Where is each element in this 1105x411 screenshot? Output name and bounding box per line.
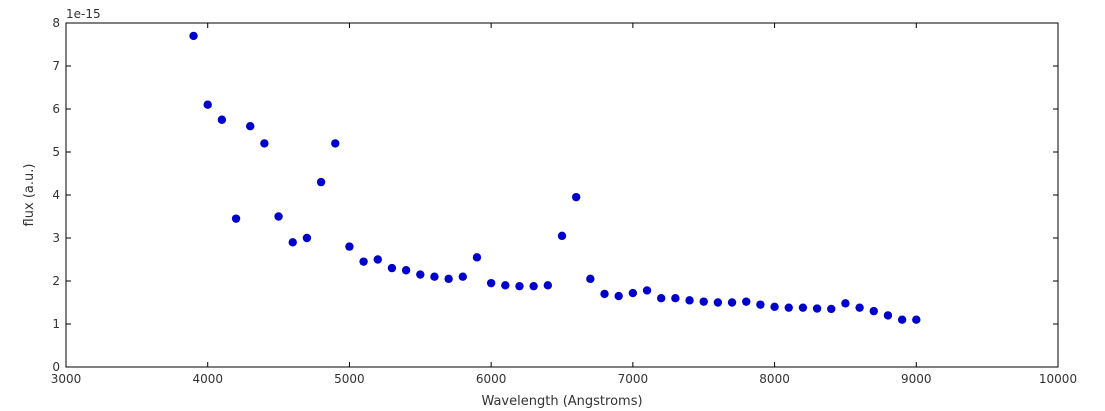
data-point: [444, 274, 453, 284]
data-point: [458, 272, 467, 281]
y-tick-label: 1: [52, 317, 60, 331]
plot-frame: [65, 22, 1059, 368]
data-point: [515, 281, 524, 291]
data-point: [912, 315, 921, 324]
data-point: [586, 274, 595, 284]
data-point: [387, 263, 397, 273]
data-point: [373, 255, 382, 264]
data-point: [274, 212, 283, 221]
y-axis-ticks: 0 1 2 3 4 5 6 7 8: [52, 16, 1058, 374]
x-tick-label: 10000: [1039, 372, 1077, 386]
data-point: [529, 281, 538, 291]
data-points: [189, 31, 921, 324]
x-tick-label: 3000: [51, 372, 82, 386]
data-point: [345, 242, 354, 251]
data-point: [189, 31, 198, 41]
data-point: [231, 214, 241, 223]
y-axis-label: flux (a.u.): [22, 164, 37, 227]
data-point: [897, 315, 907, 324]
data-point: [302, 233, 312, 243]
data-point: [416, 270, 425, 279]
data-point: [472, 253, 482, 262]
x-tick-label: 4000: [192, 372, 223, 386]
data-point: [727, 298, 737, 307]
data-point: [614, 291, 623, 301]
x-tick-label: 7000: [618, 372, 649, 386]
y-tick-label: 4: [52, 188, 60, 202]
y-tick-label: 6: [52, 102, 60, 116]
data-point: [671, 294, 680, 303]
y-tick-label: 2: [52, 274, 60, 288]
data-point: [359, 257, 368, 266]
y-tick-label: 3: [52, 231, 60, 245]
data-point: [770, 302, 779, 311]
data-point: [784, 303, 793, 312]
x-tick-label: 8000: [759, 372, 790, 386]
data-point: [742, 297, 751, 306]
data-point: [501, 281, 510, 290]
x-axis-label: Wavelength (Angstroms): [481, 394, 642, 409]
data-point: [316, 177, 326, 187]
data-point: [557, 231, 567, 241]
data-point: [841, 299, 850, 308]
x-tick-label: 9000: [901, 372, 932, 386]
data-point: [713, 298, 723, 307]
x-tick-label: 5000: [334, 372, 365, 386]
data-point: [600, 289, 609, 299]
data-point: [486, 278, 496, 288]
data-point: [543, 281, 553, 290]
data-point: [288, 238, 297, 247]
data-point: [642, 286, 652, 295]
data-point: [855, 303, 864, 312]
plot-area: [65, 22, 1059, 368]
y-axis-exponent-label: 1e-15: [66, 7, 101, 21]
x-tick-label: 6000: [476, 372, 507, 386]
data-point: [883, 311, 893, 320]
data-point: [869, 306, 878, 316]
data-point: [827, 304, 836, 314]
data-point: [657, 294, 666, 303]
data-point: [217, 115, 227, 124]
data-point: [203, 100, 212, 109]
data-point: [260, 139, 269, 148]
data-point: [401, 266, 411, 275]
data-point: [798, 303, 808, 312]
data-point: [699, 297, 708, 306]
data-point: [812, 304, 822, 313]
data-point: [430, 272, 439, 281]
y-tick-label: 5: [52, 145, 60, 159]
data-point: [571, 192, 581, 202]
y-tick-label: 7: [52, 59, 60, 73]
y-tick-label: 8: [52, 16, 60, 30]
y-tick-label: 0: [52, 360, 60, 374]
x-axis-ticks: 3000 4000 5000 6000 7000 8000 9000 10000: [51, 23, 1077, 386]
data-point: [331, 139, 340, 148]
data-point: [685, 296, 694, 305]
data-point: [628, 288, 638, 298]
data-point: [246, 122, 255, 131]
data-point: [756, 300, 765, 309]
